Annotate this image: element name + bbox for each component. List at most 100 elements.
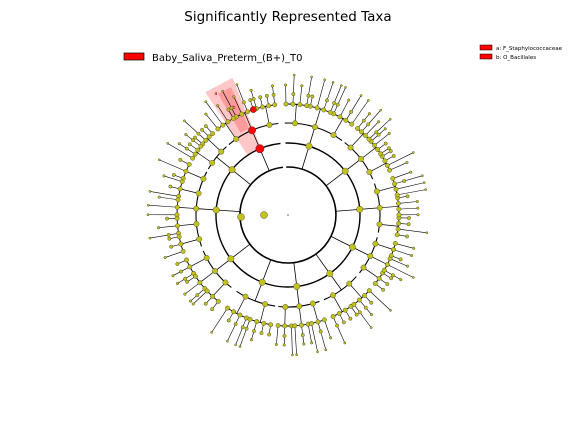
taxon-node [258, 95, 263, 100]
branch-line [316, 79, 326, 108]
taxon-node [226, 339, 229, 343]
branch-line [361, 109, 381, 133]
taxa-legend-label-a: a: F_Staphylococcaceae [496, 46, 563, 52]
branch-line [350, 133, 364, 148]
taxon-node [300, 333, 305, 337]
taxon-node [377, 120, 381, 124]
taxon-node [237, 213, 245, 221]
taxon-node [260, 211, 268, 219]
taxon-node [363, 305, 368, 310]
taxon-node [392, 181, 397, 187]
branch-line [387, 264, 414, 278]
taxon-node [193, 205, 200, 212]
taxon-node [180, 248, 186, 254]
taxon-node [396, 221, 402, 226]
taxon-node [186, 162, 192, 167]
taxon-node [271, 92, 276, 97]
branch-line [293, 262, 298, 287]
branch-line [398, 207, 418, 210]
taxon-node [331, 81, 335, 84]
taxon-node [359, 94, 363, 97]
taxon-node [374, 130, 379, 135]
taxon-node [197, 280, 203, 285]
taxon-node [165, 216, 169, 221]
taxon-node [344, 86, 347, 89]
highlighted-node [248, 126, 256, 135]
branch-line [217, 105, 229, 122]
branch-line [265, 106, 270, 125]
taxon-node [212, 268, 218, 274]
taxon-node [378, 151, 384, 157]
taxon-node [366, 136, 372, 142]
taxon-node [187, 264, 193, 270]
branch-line [259, 303, 266, 323]
taxon-node [292, 323, 298, 329]
taxon-node [245, 109, 250, 115]
taxon-node [210, 307, 214, 312]
taxon-node [341, 167, 349, 175]
taxon-node [369, 326, 373, 329]
taxon-node [389, 309, 392, 312]
taxon-node [360, 264, 367, 271]
branch-line [353, 304, 372, 328]
taxon-node [387, 167, 392, 173]
branch-line [332, 295, 343, 313]
taxon-node [326, 270, 334, 278]
taxon-node [367, 253, 374, 259]
taxon-node [254, 319, 260, 324]
taxon-node [395, 226, 401, 232]
taxon-node [383, 141, 388, 146]
taxon-node [189, 299, 193, 303]
branch-line [212, 282, 226, 297]
taxon-node [198, 143, 204, 149]
taxon-node [354, 312, 359, 317]
taxon-node [183, 276, 188, 281]
taxon-node [157, 226, 161, 230]
taxon-node [310, 94, 315, 99]
taxon-node [231, 309, 237, 315]
taxon-node [309, 321, 314, 326]
taxon-node [184, 146, 189, 151]
class-legend-swatch [123, 52, 145, 61]
taxon-node [422, 181, 426, 184]
taxon-node [179, 269, 183, 274]
taxon-node [325, 98, 329, 103]
taxon-node [191, 302, 195, 306]
taxon-node [234, 343, 237, 347]
branch-line [369, 162, 387, 173]
branch-line [395, 182, 425, 190]
taxon-node [355, 126, 360, 131]
taxon-node [274, 342, 278, 346]
taxon-node [203, 301, 208, 306]
branch-line [394, 175, 423, 185]
taxon-node [196, 236, 203, 243]
taxon-node [270, 84, 274, 88]
branch-line [167, 143, 193, 159]
branch-line [317, 321, 327, 350]
taxon-node [221, 89, 224, 93]
taxon-node [282, 323, 288, 329]
branch-line [180, 188, 199, 194]
branch-line [216, 209, 241, 213]
taxon-node [389, 276, 394, 281]
taxon-node [416, 213, 420, 217]
taxon-node [179, 179, 185, 185]
taxon-node [193, 221, 200, 227]
branch-line [307, 324, 312, 343]
taxon-node [227, 255, 235, 263]
taxon-node [215, 126, 221, 132]
taxon-node [232, 95, 236, 99]
branch-line [205, 113, 219, 130]
taxon-node [376, 221, 383, 228]
branch-line [314, 108, 321, 128]
taxon-node [295, 353, 298, 357]
clade-letter-b: b [232, 105, 235, 111]
taxon-node [200, 127, 204, 132]
taxon-node [175, 223, 180, 229]
taxon-node [167, 236, 172, 241]
taxon-node [330, 292, 336, 299]
taxon-node [158, 158, 161, 162]
clade-highlight-wedge-b [218, 87, 250, 133]
taxa-legend-swatch-a [479, 44, 493, 51]
branch-line [207, 138, 222, 152]
